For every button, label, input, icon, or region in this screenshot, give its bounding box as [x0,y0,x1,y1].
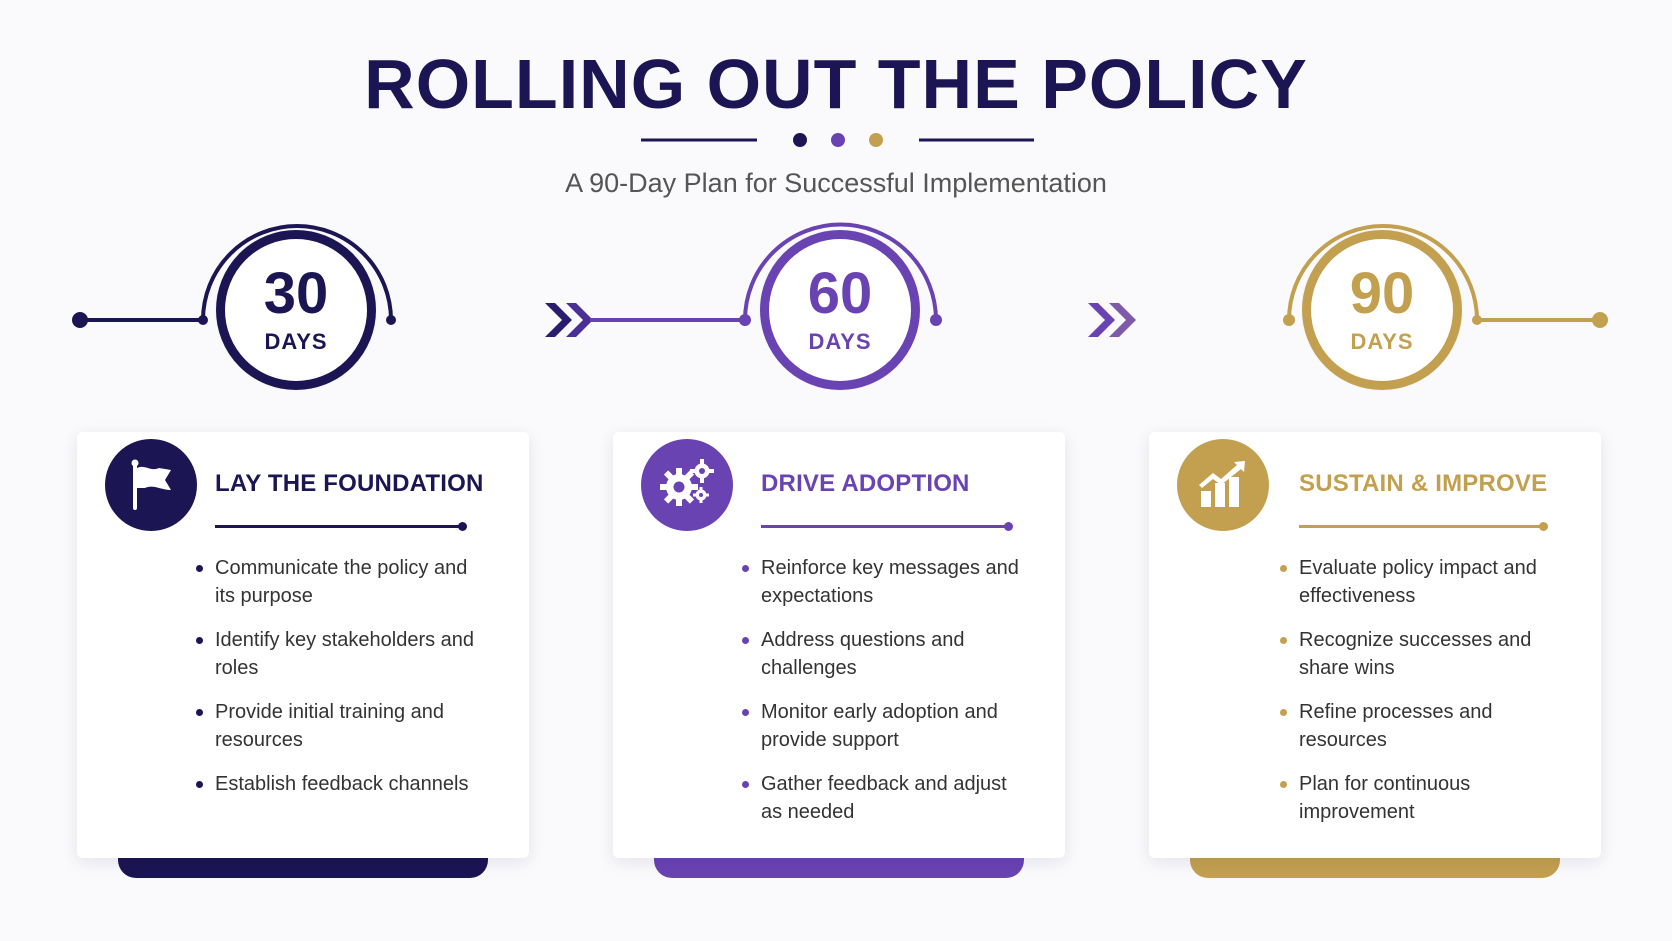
card-accent-bar [1190,854,1560,878]
list-item: Gather feedback and adjust as needed [742,770,1032,842]
phase-title: LAY THE FOUNDATION [215,470,484,497]
list-item: Identify key stakeholders and roles [196,626,486,698]
card-accent-bar [654,854,1024,878]
chevron-right-icon [1088,303,1136,337]
phase-task-list: Communicate the policy and its purpose I… [196,554,486,842]
badge-unit: DAYS [1350,329,1414,354]
page-title: ROLLING OUT THE POLICY [364,45,1308,123]
badge-30-days: 30 DAYS [216,230,376,390]
title-underline [215,522,467,531]
list-item: Evaluate policy impact and effectiveness [1280,554,1570,626]
phase-task-list: Reinforce key messages and expectations … [742,554,1032,842]
list-item: Monitor early adoption and provide suppo… [742,698,1032,770]
list-item: Address questions and challenges [742,626,1032,698]
title-divider [641,133,1034,147]
list-item: Reinforce key messages and expectations [742,554,1032,626]
list-item: Plan for continuous improvement [1280,770,1570,842]
title-underline [761,522,1013,531]
chevron-right-icon [545,303,593,337]
badge-unit: DAYS [808,329,872,354]
growth-chart-icon [1177,439,1269,531]
list-item: Recognize successes and share wins [1280,626,1570,698]
flag-icon [105,439,197,531]
phase-title: SUSTAIN & IMPROVE [1299,470,1548,497]
title-underline [1299,522,1548,531]
phase-task-list: Evaluate policy impact and effectiveness… [1280,554,1570,842]
badge-number: 90 [1349,261,1415,326]
badge-number: 60 [807,261,873,326]
card-accent-bar [118,854,488,878]
badge-unit: DAYS [264,329,328,354]
phase-title: DRIVE ADOPTION [761,470,970,497]
list-item: Communicate the policy and its purpose [196,554,486,626]
list-item: Establish feedback channels [196,770,486,842]
page-subtitle: A 90-Day Plan for Successful Implementat… [565,168,1107,198]
badge-90-days: 90 DAYS [1302,230,1462,390]
list-item: Refine processes and resources [1280,698,1570,770]
badge-number: 30 [263,261,329,326]
list-item: Provide initial training and resources [196,698,486,770]
gears-icon [641,439,733,531]
badge-60-days: 60 DAYS [760,230,920,390]
